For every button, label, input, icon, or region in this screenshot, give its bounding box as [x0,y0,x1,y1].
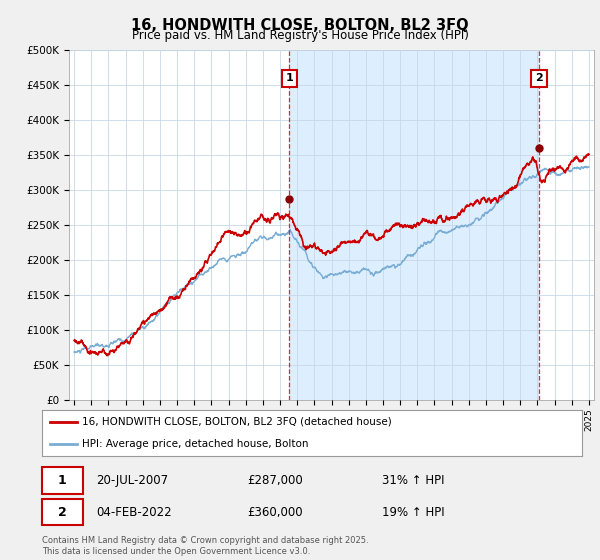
Text: HPI: Average price, detached house, Bolton: HPI: Average price, detached house, Bolt… [83,438,309,449]
Text: £287,000: £287,000 [247,474,303,487]
Text: 31% ↑ HPI: 31% ↑ HPI [382,474,445,487]
Text: 19% ↑ HPI: 19% ↑ HPI [382,506,445,519]
Text: Contains HM Land Registry data © Crown copyright and database right 2025.
This d: Contains HM Land Registry data © Crown c… [42,536,368,556]
Text: 16, HONDWITH CLOSE, BOLTON, BL2 3FQ (detached house): 16, HONDWITH CLOSE, BOLTON, BL2 3FQ (det… [83,417,392,427]
Text: 2: 2 [58,506,67,519]
Text: £360,000: £360,000 [247,506,303,519]
Text: 04-FEB-2022: 04-FEB-2022 [96,506,172,519]
Text: 2: 2 [535,73,543,83]
FancyBboxPatch shape [42,499,83,525]
Text: Price paid vs. HM Land Registry's House Price Index (HPI): Price paid vs. HM Land Registry's House … [131,29,469,42]
Text: 1: 1 [58,474,67,487]
Text: 20-JUL-2007: 20-JUL-2007 [96,474,168,487]
Text: 16, HONDWITH CLOSE, BOLTON, BL2 3FQ: 16, HONDWITH CLOSE, BOLTON, BL2 3FQ [131,18,469,33]
FancyBboxPatch shape [42,467,83,493]
Text: 1: 1 [286,73,293,83]
Bar [289,50,539,400]
